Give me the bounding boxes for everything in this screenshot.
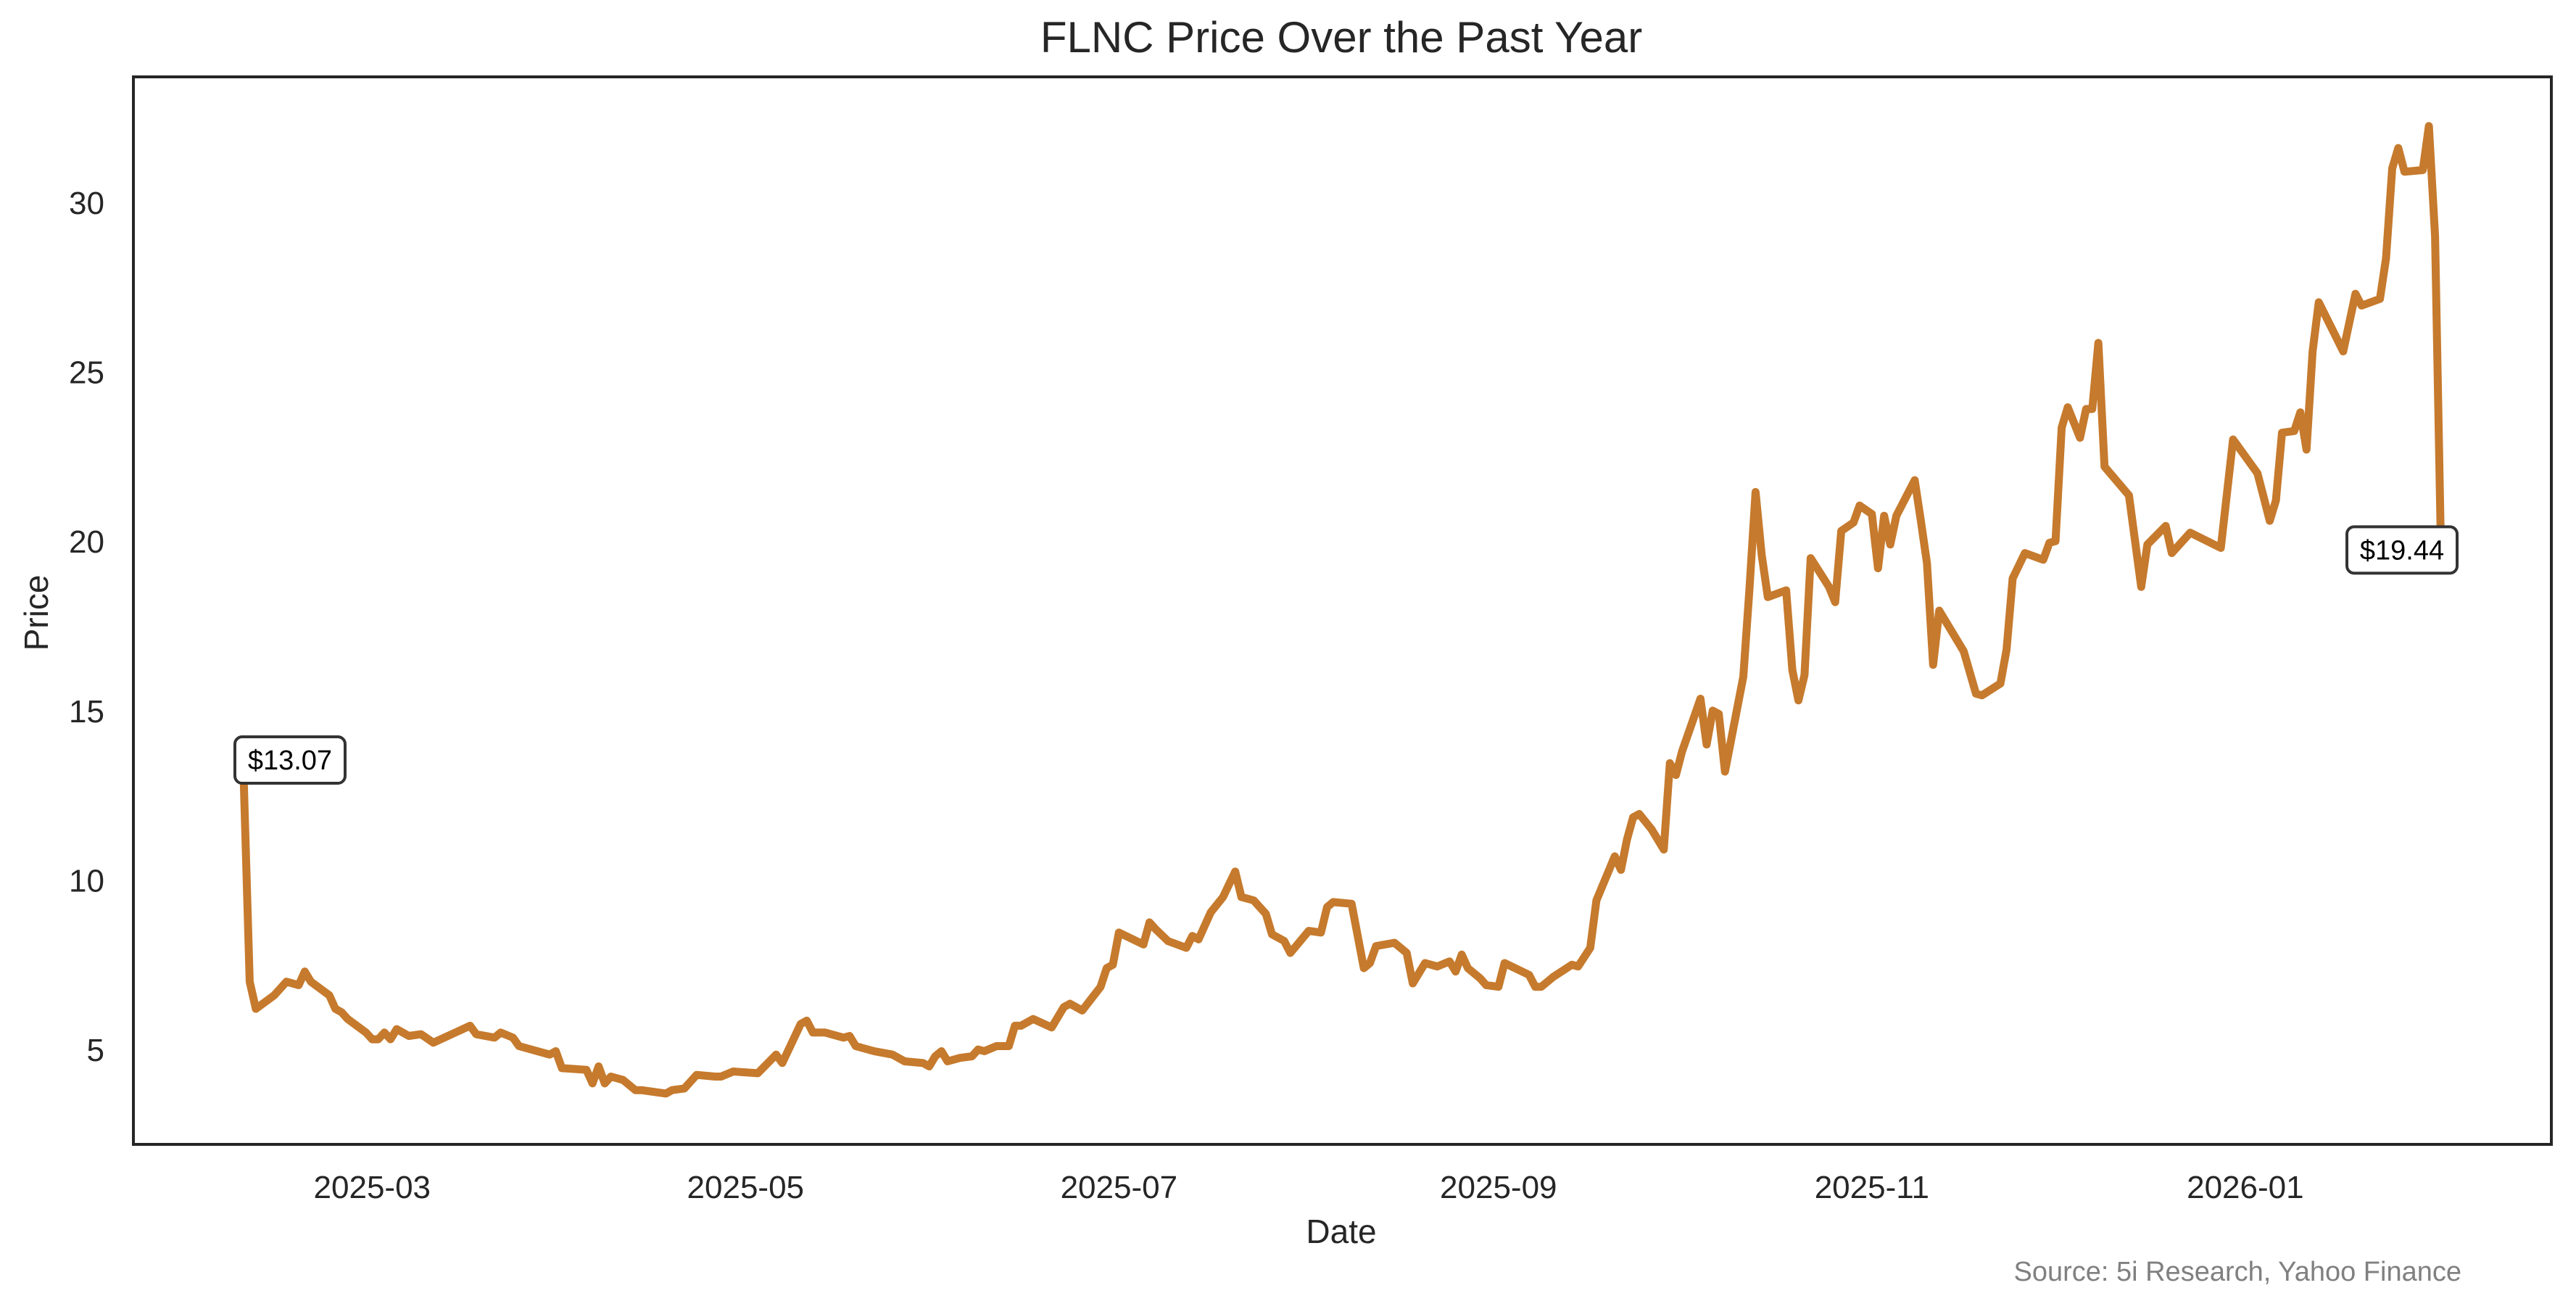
y-tick-label: 25 bbox=[69, 355, 104, 391]
annotation-label: $13.07 bbox=[248, 746, 332, 776]
plot-background bbox=[133, 77, 2551, 1144]
x-tick-label: 2025-07 bbox=[1061, 1170, 1177, 1205]
annotation-box bbox=[233, 735, 347, 785]
y-axis-ticks: 5 10 15 20 25 30 bbox=[69, 186, 104, 1068]
plot-area: 5 10 15 20 25 30 2025-03 2025-05 2025-07 2025-09… bbox=[69, 75, 2553, 1205]
x-axis-ticks: 2025-03 2025-05 2025-07 2025-09 2025-11 2026-… bbox=[314, 1170, 2304, 1205]
y-tick-label: 30 bbox=[69, 186, 104, 221]
source-note: Source: 5i Research, Yahoo Finance bbox=[2013, 1257, 2461, 1287]
annotations: $13.07 $19.44 bbox=[233, 525, 2459, 785]
price-annotation: $19.44 bbox=[2345, 525, 2459, 575]
annotation-label: $19.44 bbox=[2360, 535, 2444, 566]
y-axis-label: Price bbox=[17, 575, 55, 651]
x-tick-label: 2025-03 bbox=[314, 1170, 431, 1205]
x-tick-label: 2026-01 bbox=[2187, 1170, 2303, 1205]
annotation-box bbox=[2345, 525, 2459, 575]
x-tick-label: 2025-11 bbox=[1815, 1170, 1929, 1205]
y-tick-label: 10 bbox=[69, 864, 104, 899]
price-annotation: $13.07 bbox=[233, 735, 347, 785]
plot-frame bbox=[132, 75, 2553, 1146]
y-tick-label: 5 bbox=[87, 1033, 104, 1068]
y-tick-label: 15 bbox=[69, 694, 104, 730]
x-tick-label: 2025-09 bbox=[1440, 1170, 1557, 1205]
series-line-flnc bbox=[239, 122, 2445, 1098]
x-axis-label: Date bbox=[1306, 1213, 1376, 1250]
chart-title: FLNC Price Over the Past Year bbox=[1040, 13, 1642, 62]
y-tick-label: 20 bbox=[69, 524, 104, 560]
x-tick-label: 2025-05 bbox=[687, 1170, 804, 1205]
